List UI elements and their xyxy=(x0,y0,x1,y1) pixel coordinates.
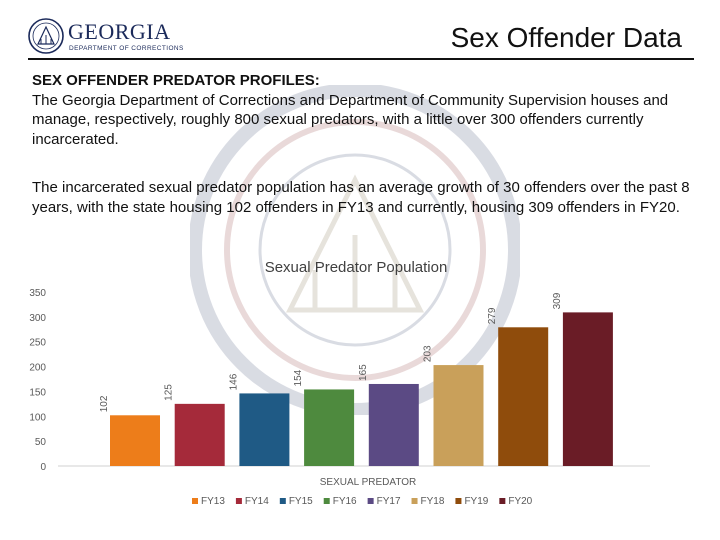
data-label-fy17: 165 xyxy=(358,364,369,381)
legend-swatch-fy13 xyxy=(192,498,198,504)
title-divider xyxy=(28,58,694,60)
y-tick-label: 300 xyxy=(29,313,46,324)
data-label-fy14: 125 xyxy=(164,384,175,401)
legend-swatch-fy17 xyxy=(367,498,374,504)
logo-subtitle: DEPARTMENT OF CORRECTIONS xyxy=(69,45,184,52)
legend-label-fy18: FY18 xyxy=(421,496,445,507)
y-tick-label: 350 xyxy=(29,288,46,299)
legend-label-fy13: FY13 xyxy=(201,496,225,507)
header: GEORGIA DEPARTMENT OF CORRECTIONS Sex Of… xyxy=(0,0,720,62)
legend-swatch-fy20 xyxy=(499,498,506,504)
legend-label-fy15: FY15 xyxy=(289,496,313,507)
legend-swatch-fy19 xyxy=(455,498,462,504)
data-label-fy13: 102 xyxy=(99,395,110,412)
legend-swatch-fy16 xyxy=(323,498,330,504)
bar-fy19 xyxy=(498,327,549,466)
y-tick-label: 100 xyxy=(29,412,46,423)
legend-label-fy17: FY17 xyxy=(377,496,401,507)
legend-swatch-fy14 xyxy=(235,498,242,504)
chart-title: Sexual Predator Population xyxy=(265,259,448,276)
y-tick-label: 0 xyxy=(40,462,46,473)
slide-title: Sex Offender Data xyxy=(450,22,682,53)
data-label-fy20: 309 xyxy=(552,292,563,309)
legend-label-fy20: FY20 xyxy=(508,496,532,507)
bar-fy18 xyxy=(433,365,484,466)
y-tick-label: 250 xyxy=(29,338,46,349)
bar-fy13 xyxy=(110,415,160,466)
legend-label-fy14: FY14 xyxy=(245,496,269,507)
y-tick-label: 50 xyxy=(35,437,47,448)
bar-fy17 xyxy=(368,383,419,466)
data-label-fy18: 203 xyxy=(423,345,434,362)
profile-paragraph: SEX OFFENDER PREDATOR PROFILES: The Geor… xyxy=(32,71,692,149)
bar-fy20 xyxy=(562,312,613,466)
bar-fy14 xyxy=(174,403,225,466)
profile-heading: SEX OFFENDER PREDATOR PROFILES: xyxy=(32,72,320,89)
logo-name: GEORGIA xyxy=(68,19,171,44)
data-label-fy19: 279 xyxy=(487,307,498,324)
y-tick-label: 200 xyxy=(29,363,46,374)
legend-swatch-fy18 xyxy=(411,498,418,504)
data-label-fy16: 154 xyxy=(293,369,304,386)
watermark-seal-icon xyxy=(190,85,520,415)
georgia-doc-logo: GEORGIA DEPARTMENT OF CORRECTIONS xyxy=(28,18,183,58)
bar-fy15 xyxy=(239,393,290,466)
legend-label-fy19: FY19 xyxy=(464,496,488,507)
bar-fy16 xyxy=(304,389,355,466)
growth-paragraph: The incarcerated sexual predator populat… xyxy=(32,179,690,216)
profile-text: The Georgia Department of Corrections an… xyxy=(32,91,669,148)
x-axis-label: SEXUAL PREDATOR xyxy=(320,477,417,488)
legend-label-fy16: FY16 xyxy=(333,496,357,507)
y-tick-label: 150 xyxy=(29,387,46,398)
population-bar-chart: Sexual Predator Population 0 50 100 150 200 25… xyxy=(29,259,650,507)
state-seal-icon xyxy=(28,18,64,54)
data-label-fy15: 146 xyxy=(228,373,239,390)
legend-swatch-fy15 xyxy=(279,498,286,504)
